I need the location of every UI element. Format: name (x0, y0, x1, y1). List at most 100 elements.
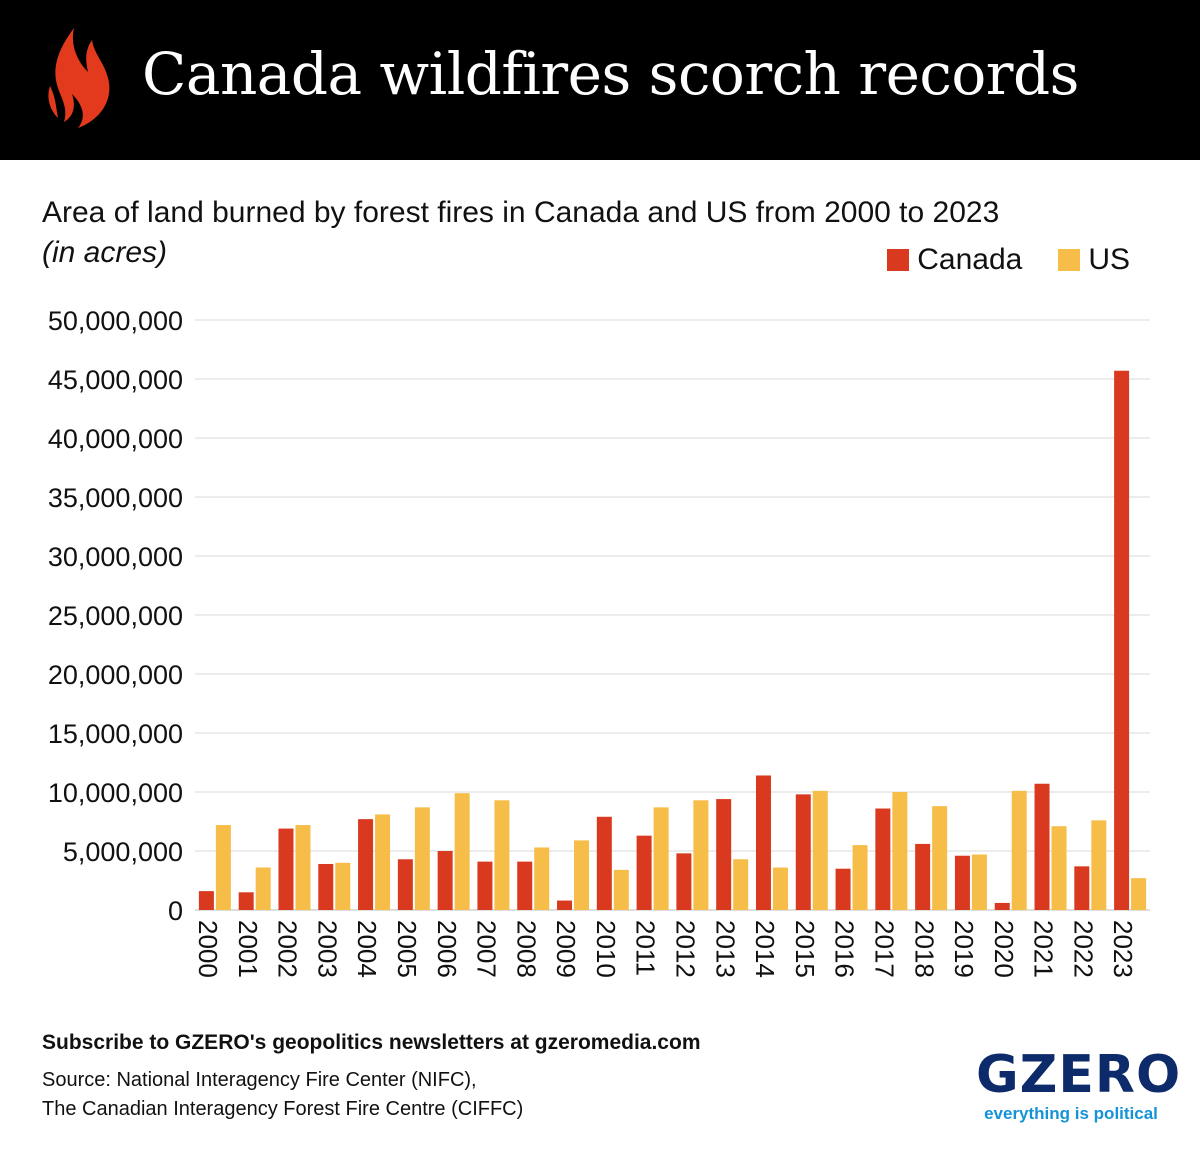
bar-canada-2017 (875, 808, 891, 910)
chart-title: Area of land burned by forest fires in C… (42, 196, 1000, 229)
y-tick-label: 25,000,000 (48, 601, 183, 631)
bar-us-2019 (971, 854, 987, 910)
bar-us-2006 (454, 793, 470, 910)
bar-canada-2011 (636, 835, 652, 910)
x-tick-label: 2002 (273, 920, 303, 978)
bar-canada-2019 (954, 855, 970, 910)
bar-us-2008 (534, 847, 550, 910)
bar-chart: 0 5,000,000 10,000,000 15,000,000 20,000,000… (48, 306, 1150, 978)
chart-unit-label: (in acres) (42, 236, 168, 269)
x-tick-label: 2022 (1068, 920, 1098, 978)
bar-us-2009 (574, 840, 590, 910)
bar-us-2020 (1011, 790, 1027, 910)
bar-canada-2004 (358, 819, 374, 910)
bar-canada-2008 (517, 861, 533, 910)
bar-canada-2010 (596, 816, 612, 910)
flame-icon (48, 28, 110, 128)
bar-canada-2002 (278, 828, 294, 910)
bar-us-2002 (295, 825, 311, 910)
x-tick-label: 2006 (432, 920, 462, 978)
bar-canada-2022 (1074, 866, 1090, 910)
x-tick-label: 2013 (710, 920, 740, 978)
x-tick-label: 2007 (472, 920, 502, 978)
bar-us-2015 (812, 790, 828, 910)
bar-canada-2018 (915, 843, 931, 910)
legend-item-canada: Canada (887, 243, 1022, 277)
header-banner: Canada wildfires scorch records (0, 0, 1200, 160)
bar-us-2004 (375, 814, 391, 910)
x-tick-label: 2004 (352, 920, 382, 978)
page-title: Canada wildfires scorch records (142, 40, 1079, 108)
y-tick-label: 30,000,000 (48, 542, 183, 572)
bar-us-2017 (892, 792, 908, 910)
bar-us-2023 (1131, 878, 1147, 910)
legend-label-canada: Canada (917, 243, 1023, 276)
y-tick-label: 45,000,000 (48, 365, 183, 395)
bar-canada-2015 (795, 794, 811, 910)
bar-us-2005 (414, 807, 430, 910)
x-tick-label: 2020 (989, 920, 1019, 978)
x-tick-label: 2023 (1108, 920, 1138, 978)
x-tick-label: 2019 (949, 920, 979, 978)
bar-canada-2005 (397, 859, 413, 910)
bar-us-2022 (1091, 820, 1107, 910)
bar-canada-2020 (994, 902, 1010, 910)
x-tick-label: 2011 (631, 920, 661, 976)
y-tick-label: 40,000,000 (48, 424, 183, 454)
x-tick-label: 2015 (790, 920, 820, 978)
x-tick-label: 2009 (551, 920, 581, 978)
legend-swatch-canada (887, 249, 910, 271)
bar-canada-2012 (676, 853, 692, 910)
chart-legend: Canada US (887, 243, 1130, 277)
bar-us-2018 (932, 806, 948, 910)
bar-us-2012 (693, 800, 709, 910)
y-tick-label: 20,000,000 (48, 660, 183, 690)
y-tick-label: 0 (168, 896, 183, 926)
bar-canada-2009 (557, 900, 573, 910)
logo-wordmark: GZERO (976, 1045, 1182, 1105)
x-tick-label: 2005 (392, 920, 422, 978)
x-tick-label: 2010 (591, 920, 621, 978)
bar-us-2011 (653, 807, 669, 910)
y-tick-label: 50,000,000 (48, 306, 183, 336)
bar-canada-2001 (238, 892, 254, 910)
bar-us-2013 (733, 859, 749, 910)
x-tick-label: 2021 (1029, 920, 1059, 978)
bar-us-2007 (494, 800, 510, 910)
logo-tagline: everything is political (984, 1104, 1158, 1123)
x-tick-label: 2014 (750, 920, 780, 978)
y-tick-label: 15,000,000 (48, 719, 183, 749)
legend-item-us: US (1058, 243, 1130, 277)
bar-us-2000 (215, 825, 231, 910)
bar-canada-2023 (1114, 370, 1130, 910)
bar-canada-2006 (437, 851, 453, 910)
x-tick-label: 2012 (671, 920, 701, 978)
bar-canada-2013 (716, 799, 732, 910)
x-tick-label: 2017 (869, 920, 899, 978)
bar-us-2016 (852, 845, 868, 910)
bar-us-2003 (335, 862, 351, 910)
y-tick-label: 10,000,000 (48, 778, 183, 808)
bar-us-2021 (1051, 826, 1067, 910)
y-tick-label: 35,000,000 (48, 483, 183, 513)
source-note: Source: National Interagency Fire Center… (42, 1066, 523, 1124)
source-line-1: Source: National Interagency Fire Center… (42, 1069, 477, 1091)
bar-us-2010 (613, 869, 629, 910)
bar-canada-2021 (1034, 783, 1050, 910)
gzero-logo: GZERO everything is political (976, 1045, 1182, 1124)
x-tick-label: 2016 (830, 920, 860, 978)
source-line-2: The Canadian Interagency Forest Fire Cen… (42, 1098, 524, 1120)
legend-swatch-us (1058, 249, 1081, 271)
bar-canada-2003 (318, 863, 334, 910)
bar-canada-2007 (477, 861, 493, 910)
bar-canada-2000 (198, 891, 214, 910)
legend-label-us: US (1088, 243, 1130, 276)
x-tick-label: 2008 (511, 920, 541, 978)
bar-us-2014 (772, 867, 788, 910)
bar-canada-2016 (835, 868, 851, 910)
x-tick-label: 2018 (909, 920, 939, 978)
subscribe-text: Subscribe to GZERO's geopolitics newslet… (42, 1031, 701, 1054)
x-tick-label: 2003 (312, 920, 342, 978)
bar-us-2001 (255, 867, 271, 910)
x-tick-label: 2000 (193, 920, 223, 978)
